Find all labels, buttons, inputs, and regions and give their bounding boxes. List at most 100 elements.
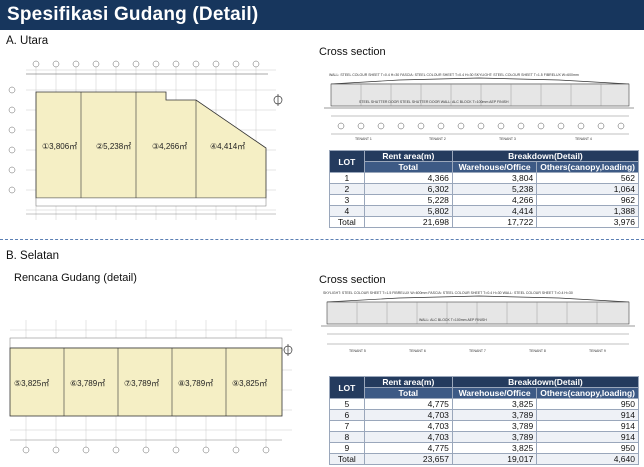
plan-unit-label: ①3,806㎡	[42, 142, 77, 151]
total-cell: 6,302	[363, 183, 453, 195]
others-cell: 562	[536, 172, 639, 184]
warehouse-cell: 3,804	[451, 172, 538, 184]
table-row: 8 4,703 3,789 914	[329, 431, 639, 443]
others-cell: 950	[536, 398, 639, 410]
cross-section-tenant-label: TENANT 1	[355, 137, 372, 141]
plan-unit-label: ⑤3,825㎡	[14, 379, 49, 388]
lot-cell: 2	[329, 183, 365, 195]
others-cell: 1,388	[536, 205, 639, 217]
section-label-north: A. Utara	[6, 35, 49, 47]
cross-section-tenant-label: TENANT 4	[575, 137, 592, 141]
cross-section-title-north: Cross section	[319, 46, 386, 58]
lot-cell: 8	[329, 431, 365, 443]
warehouse-cell: 3,789	[451, 409, 538, 421]
table-row: 4 5,802 4,414 1,388	[329, 205, 639, 217]
rent-area-table-north: LOT Rent area(m) Breakdown(Detail) Total…	[329, 150, 640, 228]
cross-section-south: SKYLIGHT: STEEL COLOUR SHEET T=1.5 FIBRE…	[319, 288, 639, 360]
warehouse-cell: 4,414	[451, 205, 538, 217]
others-cell: 914	[536, 409, 639, 421]
warehouse-cell: 17,722	[451, 216, 538, 228]
others-cell: 1,064	[536, 183, 639, 195]
others-cell: 914	[536, 420, 639, 432]
others-cell: 962	[536, 194, 639, 206]
plan-unit-label: ⑦3,789㎡	[124, 379, 159, 388]
cross-section-wall-note: WALL: ALC BLOCK T=100mm AEP FINISH	[419, 318, 487, 322]
total-cell: 4,703	[363, 409, 453, 421]
cross-section-tenant-label: TENANT 3	[499, 137, 516, 141]
total-cell: 4,775	[363, 442, 453, 454]
table-row: 2 6,302 5,238 1,064	[329, 183, 639, 195]
warehouse-cell: 5,238	[451, 183, 538, 195]
cross-section-roof-note: WALL: STEEL COLOUR SHEET T=0.4 H=30 FASC…	[329, 73, 579, 77]
table-row: 6 4,703 3,789 914	[329, 409, 639, 421]
table-header-warehouse: Warehouse/Office	[451, 387, 538, 399]
plan-title-south: Rencana Gudang (detail)	[14, 272, 137, 284]
table-row: 7 4,703 3,789 914	[329, 420, 639, 432]
cross-section-door-note: STEEL SHUTTER DOOR STEEL SHUTTER DOOR WA…	[359, 100, 509, 104]
lot-cell: Total	[329, 453, 365, 465]
section-divider	[0, 239, 644, 240]
section-label-south: B. Selatan	[6, 250, 60, 262]
plan-unit-label: ④4,414㎡	[210, 142, 245, 151]
lot-cell: 3	[329, 194, 365, 206]
table-header-rent: Rent area(m)	[363, 376, 453, 388]
warehouse-cell: 4,266	[451, 194, 538, 206]
cross-section-tenant-label: TENANT 9	[589, 349, 606, 353]
table-header-others: Others(canopy,loading)	[536, 161, 639, 173]
total-cell: 23,657	[363, 453, 453, 465]
table-row: 5 4,775 3,825 950	[329, 398, 639, 410]
lot-cell: 4	[329, 205, 365, 217]
table-header-rent: Rent area(m)	[363, 150, 453, 162]
lot-cell: Total	[329, 216, 365, 228]
total-cell: 4,703	[363, 420, 453, 432]
warehouse-cell: 3,825	[451, 398, 538, 410]
total-cell: 5,802	[363, 205, 453, 217]
table-total-row: Total 21,698 17,722 3,976	[329, 216, 639, 228]
total-cell: 4,703	[363, 431, 453, 443]
total-cell: 5,228	[363, 194, 453, 206]
table-header-warehouse: Warehouse/Office	[451, 161, 538, 173]
others-cell: 950	[536, 442, 639, 454]
cross-section-tenant-label: TENANT 8	[529, 349, 546, 353]
others-cell: 914	[536, 431, 639, 443]
table-row: 9 4,775 3,825 950	[329, 442, 639, 454]
table-header-lot: LOT	[329, 376, 365, 399]
lot-cell: 9	[329, 442, 365, 454]
cross-section-tenant-label: TENANT 5	[349, 349, 366, 353]
lot-cell: 5	[329, 398, 365, 410]
warehouse-cell: 3,825	[451, 442, 538, 454]
others-cell: 4,640	[536, 453, 639, 465]
floor-plan-south: ⑤3,825㎡ ⑥3,789㎡ ⑦3,789㎡ ⑧3,789㎡ ⑨3,825㎡	[6, 290, 296, 462]
cross-section-title-south: Cross section	[319, 274, 386, 286]
warehouse-cell: 3,789	[451, 420, 538, 432]
cross-section-tenant-label: TENANT 7	[469, 349, 486, 353]
plan-unit-label: ②5,238㎡	[96, 142, 131, 151]
table-header-lot: LOT	[329, 150, 365, 173]
table-header-total: Total	[363, 161, 453, 173]
warehouse-cell: 19,017	[451, 453, 538, 465]
cross-section-north: WALL: STEEL COLOUR SHEET T=0.4 H=30 FASC…	[319, 70, 639, 148]
table-row: 3 5,228 4,266 962	[329, 194, 639, 206]
plan-unit-label: ⑥3,789㎡	[70, 379, 105, 388]
plan-unit-label: ③4,266㎡	[152, 142, 187, 151]
plan-unit-label: ⑨3,825㎡	[232, 379, 267, 388]
total-cell: 4,366	[363, 172, 453, 184]
cross-section-tenant-label: TENANT 6	[409, 349, 426, 353]
warehouse-cell: 3,789	[451, 431, 538, 443]
table-total-row: Total 23,657 19,017 4,640	[329, 453, 639, 465]
page-title: Spesifikasi Gudang (Detail)	[0, 0, 644, 30]
lot-cell: 1	[329, 172, 365, 184]
table-header-breakdown: Breakdown(Detail)	[451, 150, 640, 162]
plan-unit-label: ⑧3,789㎡	[178, 379, 213, 388]
cross-section-roof-note: SKYLIGHT: STEEL COLOUR SHEET T=1.5 FIBRE…	[323, 291, 573, 295]
lot-cell: 6	[329, 409, 365, 421]
total-cell: 21,698	[363, 216, 453, 228]
table-row: 1 4,366 3,804 562	[329, 172, 639, 184]
table-header-total: Total	[363, 387, 453, 399]
floor-plan-north: ①3,806㎡ ②5,238㎡ ③4,266㎡ ④4,414㎡	[6, 60, 288, 228]
rent-area-table-south: LOT Rent area(m) Breakdown(Detail) Total…	[329, 376, 640, 465]
cross-section-tenant-label: TENANT 2	[429, 137, 446, 141]
lot-cell: 7	[329, 420, 365, 432]
table-header-others: Others(canopy,loading)	[536, 387, 639, 399]
table-header-breakdown: Breakdown(Detail)	[451, 376, 640, 388]
